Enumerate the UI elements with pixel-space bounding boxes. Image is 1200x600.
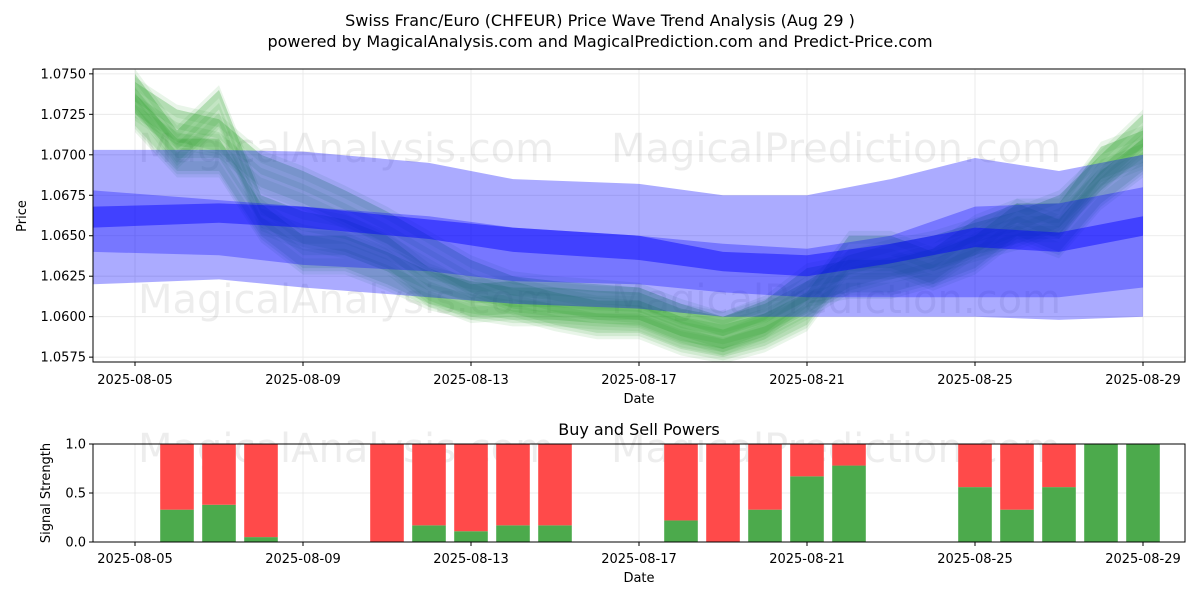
x-tick-label: 2025-08-05 — [97, 373, 173, 388]
price-gridlines — [93, 69, 1185, 362]
buy-bar — [412, 525, 446, 542]
green-wave-band — [135, 93, 1143, 349]
sell-bar — [1042, 444, 1076, 488]
sell-bar — [538, 444, 572, 526]
x-tick-label: 2025-08-17 — [601, 373, 677, 388]
price-panel: MagicalAnalysis.com MagicalPrediction.co… — [15, 67, 1186, 407]
sell-bar — [1000, 444, 1034, 510]
y-tick-label: 0.0 — [65, 536, 86, 551]
sell-bar — [412, 444, 446, 526]
buy-bar — [1042, 487, 1076, 542]
green-wave-band — [135, 94, 1143, 353]
green-wave-band — [135, 93, 1143, 337]
buy-bar — [790, 476, 824, 542]
price-x-ticks: 2025-08-05 2025-08-09 2025-08-13 2025-08-17… — [97, 362, 1181, 388]
price-y-axis-label: Price — [15, 200, 30, 232]
sell-bar — [664, 444, 698, 521]
y-tick-label: 1.0675 — [41, 189, 87, 204]
watermark-text: MagicalPrediction.com — [611, 126, 1061, 172]
watermark-text: MagicalAnalysis.com — [138, 426, 554, 472]
buy-bar — [202, 504, 236, 542]
x-tick-label: 2025-08-29 — [1105, 373, 1181, 388]
x-tick-label: 2025-08-17 — [601, 552, 677, 567]
sell-bar — [706, 444, 740, 542]
sell-bar — [748, 444, 782, 510]
green-wave-band — [135, 106, 1143, 353]
buy-bar — [454, 531, 488, 542]
watermark-text: MagicalPrediction.com — [611, 277, 1061, 323]
price-watermarks: MagicalAnalysis.com MagicalPrediction.co… — [138, 126, 1061, 323]
x-tick-label: 2025-08-13 — [433, 552, 509, 567]
x-tick-label: 2025-08-13 — [433, 373, 509, 388]
green-wave-band — [135, 88, 1143, 325]
y-tick-label: 1.0700 — [41, 148, 87, 163]
sell-bar — [958, 444, 992, 488]
green-wave-band — [135, 115, 1143, 356]
y-tick-label: 1.0625 — [41, 270, 87, 285]
watermark-text: MagicalAnalysis.com — [138, 277, 554, 323]
chart-title: Swiss Franc/Euro (CHFEUR) Price Wave Tre… — [345, 11, 855, 30]
buy-sell-title: Buy and Sell Powers — [558, 420, 720, 439]
blue-trend-band — [93, 203, 1143, 277]
sell-bar — [370, 444, 404, 542]
y-tick-label: 1.0 — [65, 438, 86, 453]
buy-bar — [832, 465, 866, 542]
x-tick-label: 2025-08-09 — [265, 373, 341, 388]
x-tick-label: 2025-08-25 — [937, 373, 1013, 388]
buy-sell-y-axis-label: Signal Strength — [39, 443, 54, 543]
x-tick-label: 2025-08-21 — [769, 552, 845, 567]
buy-bar — [1084, 444, 1118, 542]
y-tick-label: 1.0650 — [41, 229, 87, 244]
x-tick-label: 2025-08-05 — [97, 552, 173, 567]
buy-bar — [496, 525, 530, 542]
x-tick-label: 2025-08-21 — [769, 373, 845, 388]
buy-bar — [538, 525, 572, 542]
sell-bar — [202, 444, 236, 505]
sell-bar — [496, 444, 530, 526]
buy-bar — [1126, 444, 1160, 542]
y-tick-label: 1.0750 — [41, 67, 87, 82]
x-tick-label: 2025-08-09 — [265, 552, 341, 567]
buy-bar — [160, 509, 194, 542]
y-tick-label: 0.5 — [65, 487, 86, 502]
sell-bar — [454, 444, 488, 532]
blue-trend-band — [93, 187, 1143, 298]
y-tick-label: 1.0725 — [41, 108, 87, 123]
buy-sell-panel: Buy and Sell Powers MagicalAnalysis.com … — [39, 420, 1186, 586]
y-tick-label: 1.0600 — [41, 310, 87, 325]
sell-bar — [244, 444, 278, 538]
watermark-text: MagicalAnalysis.com — [138, 126, 554, 172]
buy-bar — [958, 487, 992, 542]
sell-bar — [832, 444, 866, 466]
buy-bar — [1000, 509, 1034, 542]
buy-sell-x-ticks: 2025-08-05 2025-08-09 2025-08-13 2025-08-17… — [97, 542, 1181, 567]
price-x-axis-label: Date — [623, 392, 654, 407]
chart-subtitle: powered by MagicalAnalysis.com and Magic… — [267, 32, 932, 51]
buy-bar — [748, 509, 782, 542]
sell-bar — [160, 444, 194, 510]
buy-sell-bars — [160, 444, 1160, 542]
price-y-ticks: 1.0575 1.0600 1.0625 1.0650 1.0675 1.0700 1.07… — [41, 67, 93, 366]
x-tick-label: 2025-08-25 — [937, 552, 1013, 567]
buy-bar — [664, 520, 698, 542]
buy-sell-y-ticks: 0.0 0.5 1.0 — [65, 438, 93, 551]
buy-bar — [244, 537, 278, 542]
blue-trend-band — [93, 149, 1143, 320]
blue-trend-bands — [93, 149, 1143, 320]
green-wave-band — [135, 82, 1143, 349]
y-tick-label: 1.0575 — [41, 351, 87, 366]
x-tick-label: 2025-08-29 — [1105, 552, 1181, 567]
buy-sell-x-axis-label: Date — [623, 571, 654, 586]
green-wave-bands — [135, 69, 1143, 362]
sell-bar — [790, 444, 824, 477]
